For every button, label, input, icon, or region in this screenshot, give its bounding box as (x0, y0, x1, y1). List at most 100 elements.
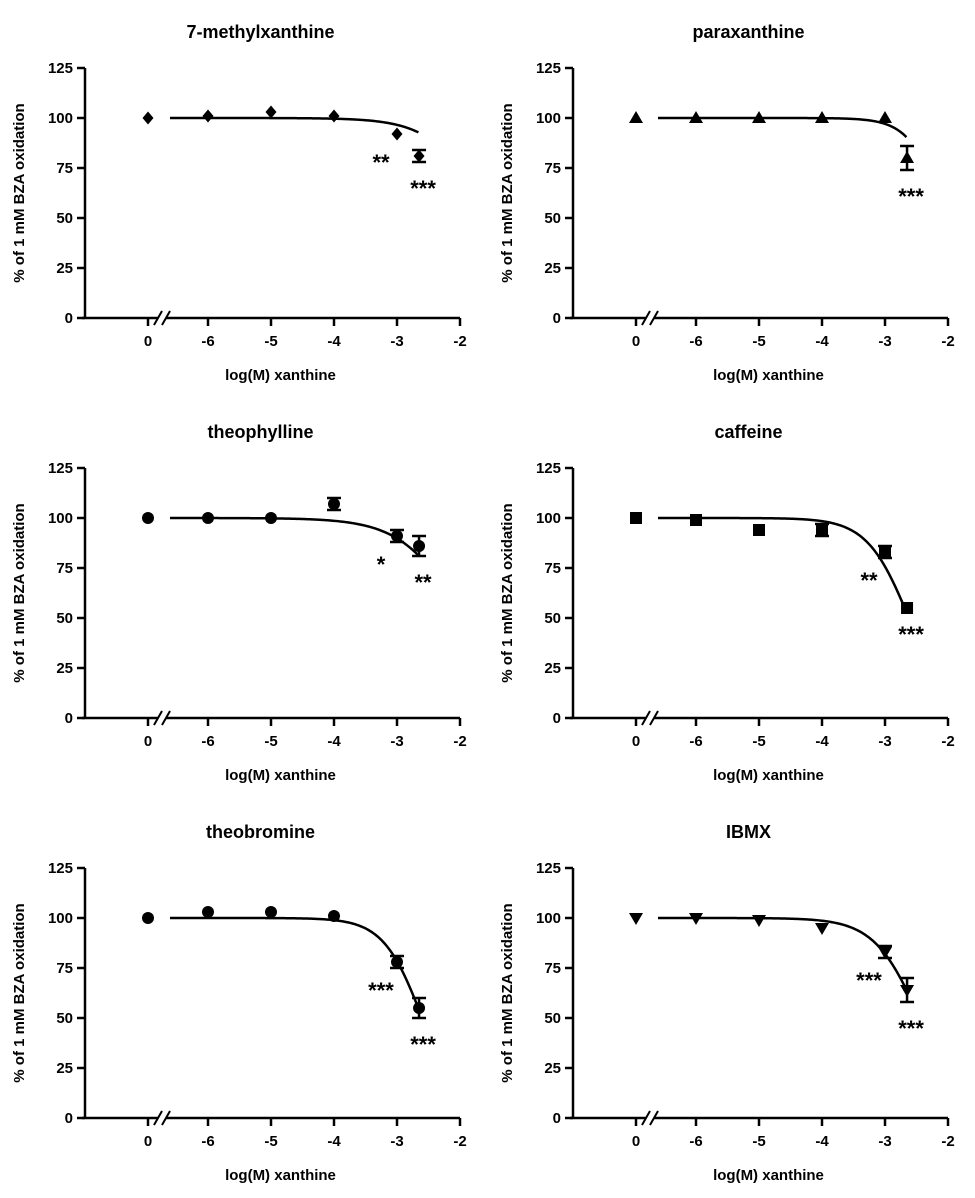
y-tick-label: 0 (65, 710, 73, 727)
y-tick-label: 50 (56, 610, 73, 627)
y-tick-label: 125 (48, 460, 73, 477)
y-axis-label: % of 1 mM BZA oxidation (499, 103, 516, 282)
y-tick-label: 125 (536, 460, 561, 477)
y-axis-label: % of 1 mM BZA oxidation (499, 903, 516, 1082)
x-axis-label: log(M) xanthine (713, 1167, 824, 1184)
fit-curve (169, 516, 420, 557)
control-point (629, 913, 643, 925)
data-point (815, 923, 829, 935)
x-tick-label: -4 (815, 1133, 829, 1150)
x-axis-break-icon (153, 710, 171, 726)
x-tick-label: -4 (815, 333, 829, 350)
data-point (202, 906, 214, 918)
y-tick-label: 50 (544, 210, 561, 227)
x-axis-break-icon (153, 310, 171, 326)
y-tick-label: 0 (553, 1110, 561, 1127)
data-point (328, 109, 340, 123)
x-tick-label: -4 (327, 733, 341, 750)
chart-title: theobromine (206, 822, 315, 842)
y-tick-label: 125 (536, 60, 561, 77)
y-tick-label: 25 (544, 1060, 561, 1077)
fit-curve (657, 916, 908, 991)
significance-label: *** (898, 184, 924, 209)
chart-panel: IBMX 0 25 50 75 100 125 0 -6 -5 -4 -3 -2 log(M) xanth… (488, 800, 975, 1198)
x-tick-label: 0 (632, 733, 640, 750)
x-tick-label: -6 (689, 333, 702, 350)
x-axis-label: log(M) xanthine (225, 767, 336, 784)
x-axis-label: log(M) xanthine (713, 367, 824, 384)
data-point (878, 111, 892, 123)
y-tick-label: 25 (544, 260, 561, 277)
data-point (753, 524, 765, 536)
data-point (391, 127, 403, 141)
y-tick-label: 125 (536, 860, 561, 877)
control-point (630, 512, 642, 524)
data-point (202, 109, 214, 123)
x-tick-label: -4 (815, 733, 829, 750)
significance-label: ** (414, 570, 432, 595)
x-axis-label: log(M) xanthine (713, 767, 824, 784)
data-point (413, 149, 425, 163)
data-point (265, 906, 277, 918)
y-tick-label: 25 (544, 660, 561, 677)
y-tick-label: 100 (536, 910, 561, 927)
x-tick-label: -2 (453, 333, 466, 350)
y-axis-label: % of 1 mM BZA oxidation (499, 503, 516, 682)
x-axis-label: log(M) xanthine (225, 1167, 336, 1184)
x-tick-label: 0 (144, 733, 152, 750)
y-tick-label: 100 (536, 510, 561, 527)
x-tick-label: 0 (144, 1133, 152, 1150)
x-axis-break-icon (641, 1110, 659, 1126)
x-tick-label: 0 (632, 333, 640, 350)
x-tick-label: -5 (264, 1133, 277, 1150)
x-tick-label: -2 (941, 733, 954, 750)
y-tick-label: 125 (48, 60, 73, 77)
chart-panel: caffeine 0 25 50 75 100 125 0 -6 -5 -4 -3 -2 log(M) x… (488, 400, 975, 798)
x-tick-label: -6 (201, 333, 214, 350)
x-axis-label: log(M) xanthine (225, 367, 336, 384)
x-axis-break-icon (641, 310, 659, 326)
data-point (878, 947, 892, 959)
chart-svg: caffeine 0 25 50 75 100 125 0 -6 -5 -4 -3 -2 log(M) x… (499, 422, 955, 784)
y-axis-label: % of 1 mM BZA oxidation (11, 503, 28, 682)
fit-curve (169, 916, 420, 1009)
x-tick-label: -2 (941, 333, 954, 350)
data-point (752, 915, 766, 927)
y-tick-label: 75 (544, 160, 561, 177)
x-tick-label: -3 (878, 333, 891, 350)
data-point (202, 512, 214, 524)
chart-panel: 7-methylxanthine 0 25 50 75 100 125 0 -6 -5 -4 -3 -2… (0, 0, 487, 398)
x-tick-label: -3 (390, 1133, 403, 1150)
x-tick-label: -3 (878, 1133, 891, 1150)
y-tick-label: 25 (56, 260, 73, 277)
x-tick-label: -6 (689, 733, 702, 750)
data-point (900, 151, 915, 163)
chart-svg: 7-methylxanthine 0 25 50 75 100 125 0 -6 -5 -4 -3 -2… (11, 22, 467, 384)
data-point (265, 105, 277, 119)
chart-svg: theobromine 0 25 50 75 100 125 0 -6 -5 -4 -3 -2 log(M… (11, 822, 467, 1184)
chart-panel: paraxanthine 0 25 50 75 100 125 0 -6 -5 -4 -3 -2 log(… (488, 0, 975, 398)
significance-label: *** (856, 968, 882, 993)
chart-title: theophylline (207, 422, 313, 442)
data-point (328, 498, 340, 510)
significance-label: ** (860, 568, 878, 593)
x-tick-label: -3 (390, 733, 403, 750)
chart-svg: theophylline 0 25 50 75 100 125 0 -6 -5 -4 -3 -2 log(… (11, 422, 467, 784)
chart-title: IBMX (726, 822, 771, 842)
x-axis-break-icon (641, 710, 659, 726)
y-tick-label: 50 (56, 1010, 73, 1027)
chart-panel: theobromine 0 25 50 75 100 125 0 -6 -5 -4 -3 -2 log(M… (0, 800, 487, 1198)
significance-label: *** (898, 622, 924, 647)
y-tick-label: 75 (544, 960, 561, 977)
x-tick-label: -2 (941, 1133, 954, 1150)
chart-svg: IBMX 0 25 50 75 100 125 0 -6 -5 -4 -3 -2 log(M) xanth… (499, 822, 955, 1184)
y-tick-label: 75 (544, 560, 561, 577)
x-tick-label: -6 (201, 1133, 214, 1150)
data-point (900, 985, 915, 997)
y-tick-label: 50 (544, 610, 561, 627)
chart-title: 7-methylxanthine (186, 22, 334, 42)
x-tick-label: -4 (327, 1133, 341, 1150)
fit-curve (657, 516, 908, 613)
x-tick-label: -2 (453, 733, 466, 750)
